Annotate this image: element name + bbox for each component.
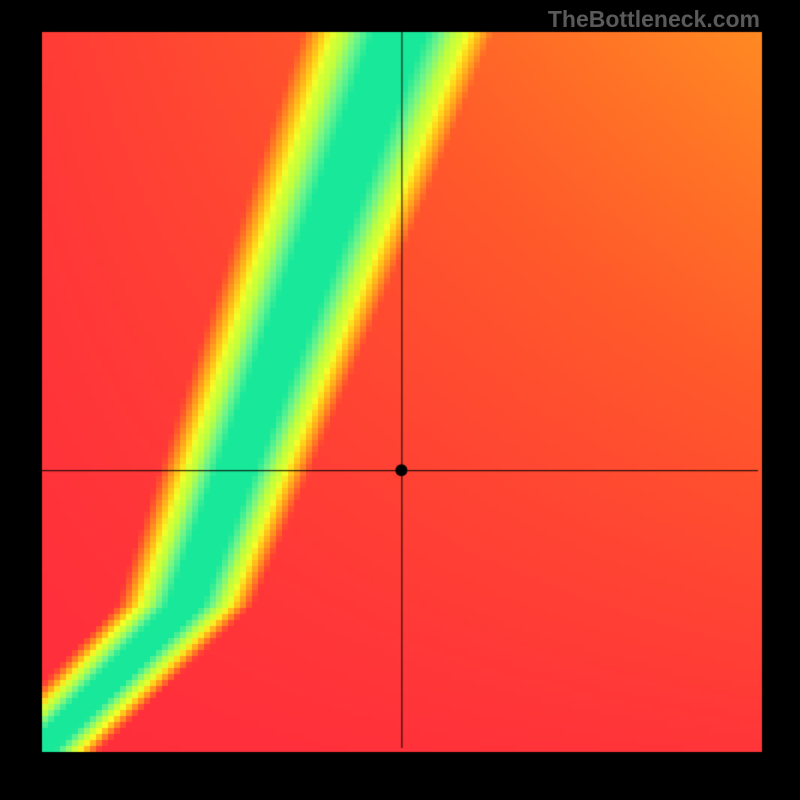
watermark-text: TheBottleneck.com xyxy=(548,6,760,33)
bottleneck-heatmap xyxy=(0,0,800,800)
